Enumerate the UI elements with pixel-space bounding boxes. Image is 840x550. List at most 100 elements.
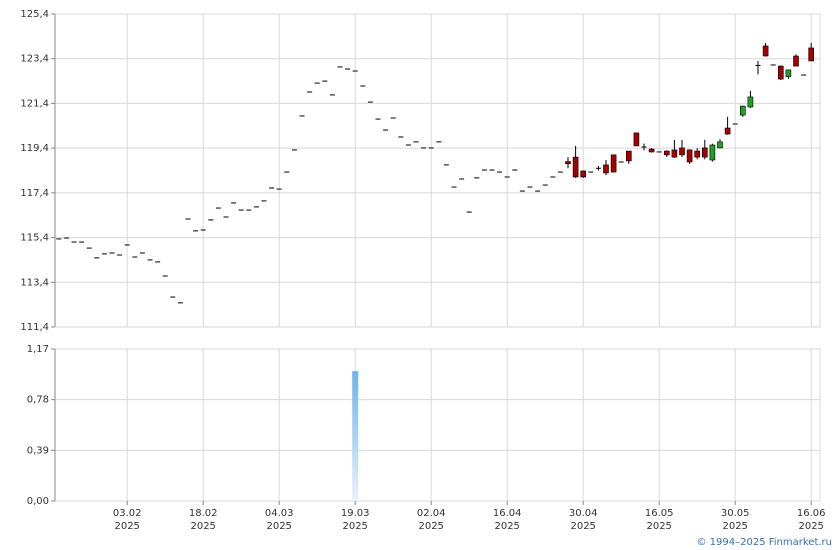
x-tick-label: 30.04 xyxy=(569,508,598,519)
candle-body xyxy=(261,200,267,202)
grid: 111,4 113,4 115,4 117,4 119,4 121,4 123,4 125,4… xyxy=(20,9,825,532)
candle-body xyxy=(428,147,434,149)
candle-body xyxy=(231,202,237,204)
candle-body xyxy=(625,150,632,162)
candle-body xyxy=(155,261,161,263)
candle-body xyxy=(56,238,62,240)
y-tick-label: 0,00 xyxy=(27,496,49,507)
candle-body xyxy=(648,148,655,153)
candle-body xyxy=(527,186,533,188)
candle-body xyxy=(739,105,746,116)
candle-body xyxy=(405,144,411,146)
candle-body xyxy=(603,164,609,174)
candle-body xyxy=(459,178,465,180)
price-panel xyxy=(54,13,821,328)
candle-body xyxy=(421,147,427,149)
candle-body xyxy=(71,241,77,243)
x-tick-label: 2025 xyxy=(114,521,139,532)
candle-body xyxy=(694,150,701,158)
y-tick-label: 111,4 xyxy=(20,322,49,333)
x-tick-label: 16.05 xyxy=(645,508,674,519)
candle-body xyxy=(63,237,69,239)
candle-body xyxy=(269,187,275,189)
x-tick-label: 2025 xyxy=(266,521,291,532)
candle-body xyxy=(641,146,647,148)
candle-body xyxy=(580,170,587,178)
candle-body xyxy=(474,177,480,179)
candle-body xyxy=(276,188,282,190)
y-tick-label: 0,78 xyxy=(27,395,49,406)
x-tick-label: 2025 xyxy=(494,521,519,532)
candle-body xyxy=(777,65,784,80)
candle-body xyxy=(481,169,487,171)
y-tick-label: 117,4 xyxy=(20,188,49,199)
candle-body xyxy=(193,230,199,232)
candle-body xyxy=(724,127,731,135)
candle-body xyxy=(162,275,168,277)
x-tick-label: 2025 xyxy=(646,521,671,532)
candle-body xyxy=(170,296,176,298)
copyright: © 1994–2025 Finmarket.ru xyxy=(696,537,832,548)
candle-body xyxy=(793,55,799,67)
candle-body xyxy=(299,115,305,117)
x-tick-label: 30.05 xyxy=(721,508,750,519)
x-tick-label: 16.04 xyxy=(493,508,522,519)
x-tick-label: 18.02 xyxy=(189,508,218,519)
candle-body xyxy=(238,209,244,211)
candle-body xyxy=(610,154,617,173)
candle-body xyxy=(307,91,313,93)
candle-body xyxy=(246,209,252,211)
candle-body xyxy=(747,96,754,108)
volume-panel xyxy=(54,348,821,502)
candle-body xyxy=(497,171,503,173)
candle-body xyxy=(284,171,290,173)
candle-body xyxy=(360,85,366,87)
candle-body xyxy=(215,207,221,209)
candle-body xyxy=(208,219,214,221)
candle-body xyxy=(519,190,525,192)
candle-body xyxy=(398,136,404,138)
candle-body xyxy=(139,252,145,254)
candle-body xyxy=(101,253,107,255)
candle-body xyxy=(200,229,206,231)
candle-body xyxy=(572,156,579,178)
candle-body xyxy=(762,45,769,57)
y-tick-label: 125,4 xyxy=(20,9,49,20)
candle-body xyxy=(801,74,807,76)
y-tick-label: 121,4 xyxy=(20,98,49,109)
candle-body xyxy=(177,302,183,304)
candle-body xyxy=(86,247,92,249)
candle-body xyxy=(314,82,320,84)
candle-body xyxy=(132,256,138,258)
x-tick-label: 2025 xyxy=(798,521,823,532)
candle-body xyxy=(535,190,541,192)
candle-body xyxy=(413,141,419,143)
candle-body xyxy=(94,257,100,259)
candle-body xyxy=(671,149,678,158)
y-tick-label: 115,4 xyxy=(20,233,49,244)
candle-body xyxy=(337,66,343,68)
candle-body xyxy=(588,171,594,173)
candle-body xyxy=(451,186,457,188)
x-tick-label: 2025 xyxy=(722,521,747,532)
candle-body xyxy=(717,141,723,149)
candle-body xyxy=(663,150,670,156)
y-tick-label: 119,4 xyxy=(20,143,49,154)
x-tick-label: 04.03 xyxy=(265,508,294,519)
x-tick-label: 19.03 xyxy=(341,508,370,519)
candle-body xyxy=(109,252,115,254)
y-tick-label: 113,4 xyxy=(20,277,49,288)
x-tick-label: 2025 xyxy=(342,521,367,532)
candle-body xyxy=(679,147,685,156)
candle-body xyxy=(352,70,358,72)
candle-body xyxy=(185,218,191,220)
candle-body xyxy=(223,216,229,218)
candle-body xyxy=(436,141,442,143)
candle-body xyxy=(147,259,153,261)
y-tick-label: 0,39 xyxy=(27,445,49,456)
candle-body xyxy=(253,206,259,208)
y-tick-label: 123,4 xyxy=(20,54,49,65)
x-tick-label: 02.04 xyxy=(417,508,446,519)
